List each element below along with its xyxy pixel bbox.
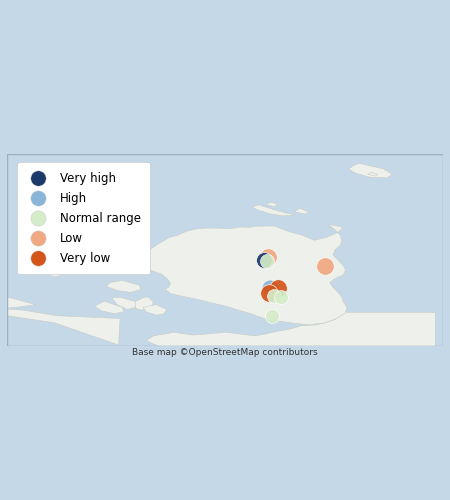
- Polygon shape: [266, 202, 278, 206]
- Point: [275, 284, 282, 292]
- Point: [321, 262, 328, 270]
- Legend: Very high, High, Normal range, Low, Very low: Very high, High, Normal range, Low, Very…: [17, 162, 150, 274]
- Polygon shape: [368, 172, 378, 176]
- Point: [265, 254, 272, 262]
- Polygon shape: [7, 309, 120, 345]
- Polygon shape: [146, 312, 435, 346]
- Point: [263, 256, 270, 264]
- Point: [266, 290, 273, 298]
- Text: Base map ©OpenStreetMap contributors: Base map ©OpenStreetMap contributors: [132, 348, 318, 358]
- Polygon shape: [295, 208, 309, 214]
- Polygon shape: [112, 297, 136, 310]
- Polygon shape: [7, 297, 36, 308]
- Point: [268, 312, 275, 320]
- Polygon shape: [143, 304, 167, 315]
- Point: [271, 292, 278, 300]
- Polygon shape: [252, 205, 295, 216]
- Polygon shape: [104, 252, 118, 258]
- Point: [261, 256, 268, 264]
- Polygon shape: [107, 280, 141, 292]
- Polygon shape: [103, 248, 144, 263]
- Point: [266, 284, 273, 292]
- Point: [278, 294, 285, 302]
- Polygon shape: [133, 224, 347, 325]
- Polygon shape: [46, 251, 79, 264]
- Polygon shape: [94, 302, 124, 314]
- Polygon shape: [45, 266, 63, 277]
- Polygon shape: [349, 164, 392, 178]
- Polygon shape: [45, 226, 120, 249]
- Polygon shape: [133, 297, 153, 310]
